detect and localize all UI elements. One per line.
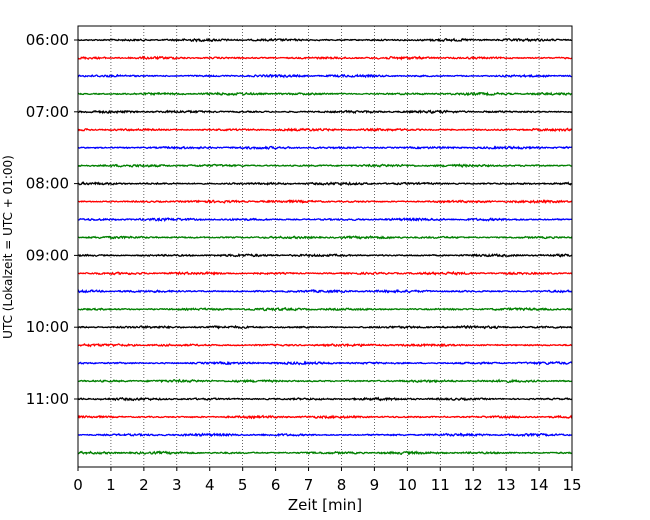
trace-line xyxy=(77,109,573,115)
trace-line xyxy=(77,199,573,204)
trace-line xyxy=(77,306,573,312)
traces xyxy=(77,37,573,456)
x-tick-label: 12 xyxy=(464,476,483,494)
x-tick-label: 14 xyxy=(530,476,549,494)
x-tick-label: 4 xyxy=(205,476,215,494)
trace-line xyxy=(77,432,573,438)
y-tick-label: 10:00 xyxy=(26,318,69,336)
trace-line xyxy=(77,396,573,402)
x-tick-label: 9 xyxy=(370,476,380,494)
trace-line xyxy=(77,270,573,276)
x-axis: 0 1 2 3 4 5 6 7 8 9 10 11 12 13 14 15 xyxy=(73,467,582,494)
x-tick-label: 8 xyxy=(337,476,347,494)
y-axis-label: UTC (Lokalzeit = UTC + 01:00) xyxy=(1,155,15,339)
trace-line xyxy=(77,414,573,420)
trace-line xyxy=(77,145,573,151)
trace-line xyxy=(77,288,573,294)
trace-line xyxy=(77,91,573,97)
trace-line xyxy=(77,217,573,223)
trace-line xyxy=(77,55,573,61)
x-tick-label: 2 xyxy=(139,476,149,494)
trace-line xyxy=(77,252,573,258)
trace-line xyxy=(77,181,573,187)
x-tick-label: 15 xyxy=(562,476,581,494)
trace-line xyxy=(77,235,573,240)
trace-line xyxy=(77,37,573,43)
trace-line xyxy=(77,163,573,168)
trace-line xyxy=(77,450,573,456)
trace-line xyxy=(77,360,573,366)
x-axis-label: Zeit [min] xyxy=(288,496,362,514)
trace-line xyxy=(77,324,573,330)
trace-line xyxy=(77,73,573,79)
y-tick-label: 09:00 xyxy=(26,246,69,264)
y-tick-label: 08:00 xyxy=(26,175,69,193)
y-tick-label: 11:00 xyxy=(26,390,69,408)
y-tick-label: 06:00 xyxy=(26,31,69,49)
vertical-grid xyxy=(110,26,540,467)
y-tick-label: 07:00 xyxy=(26,103,69,121)
x-tick-label: 0 xyxy=(73,476,83,494)
trace-line xyxy=(77,378,573,384)
x-tick-label: 3 xyxy=(172,476,182,494)
x-tick-label: 5 xyxy=(238,476,248,494)
x-tick-label: 1 xyxy=(106,476,116,494)
trace-line xyxy=(77,127,573,133)
trace-line xyxy=(77,343,573,348)
x-tick-label: 6 xyxy=(271,476,281,494)
x-tick-label: 7 xyxy=(304,476,314,494)
x-tick-label: 11 xyxy=(431,476,450,494)
plot-frame xyxy=(77,25,573,468)
y-axis: 06:00 07:00 08:00 09:00 10:00 11:00 xyxy=(26,31,78,408)
x-tick-label: 10 xyxy=(398,476,417,494)
x-tick-label: 13 xyxy=(497,476,516,494)
